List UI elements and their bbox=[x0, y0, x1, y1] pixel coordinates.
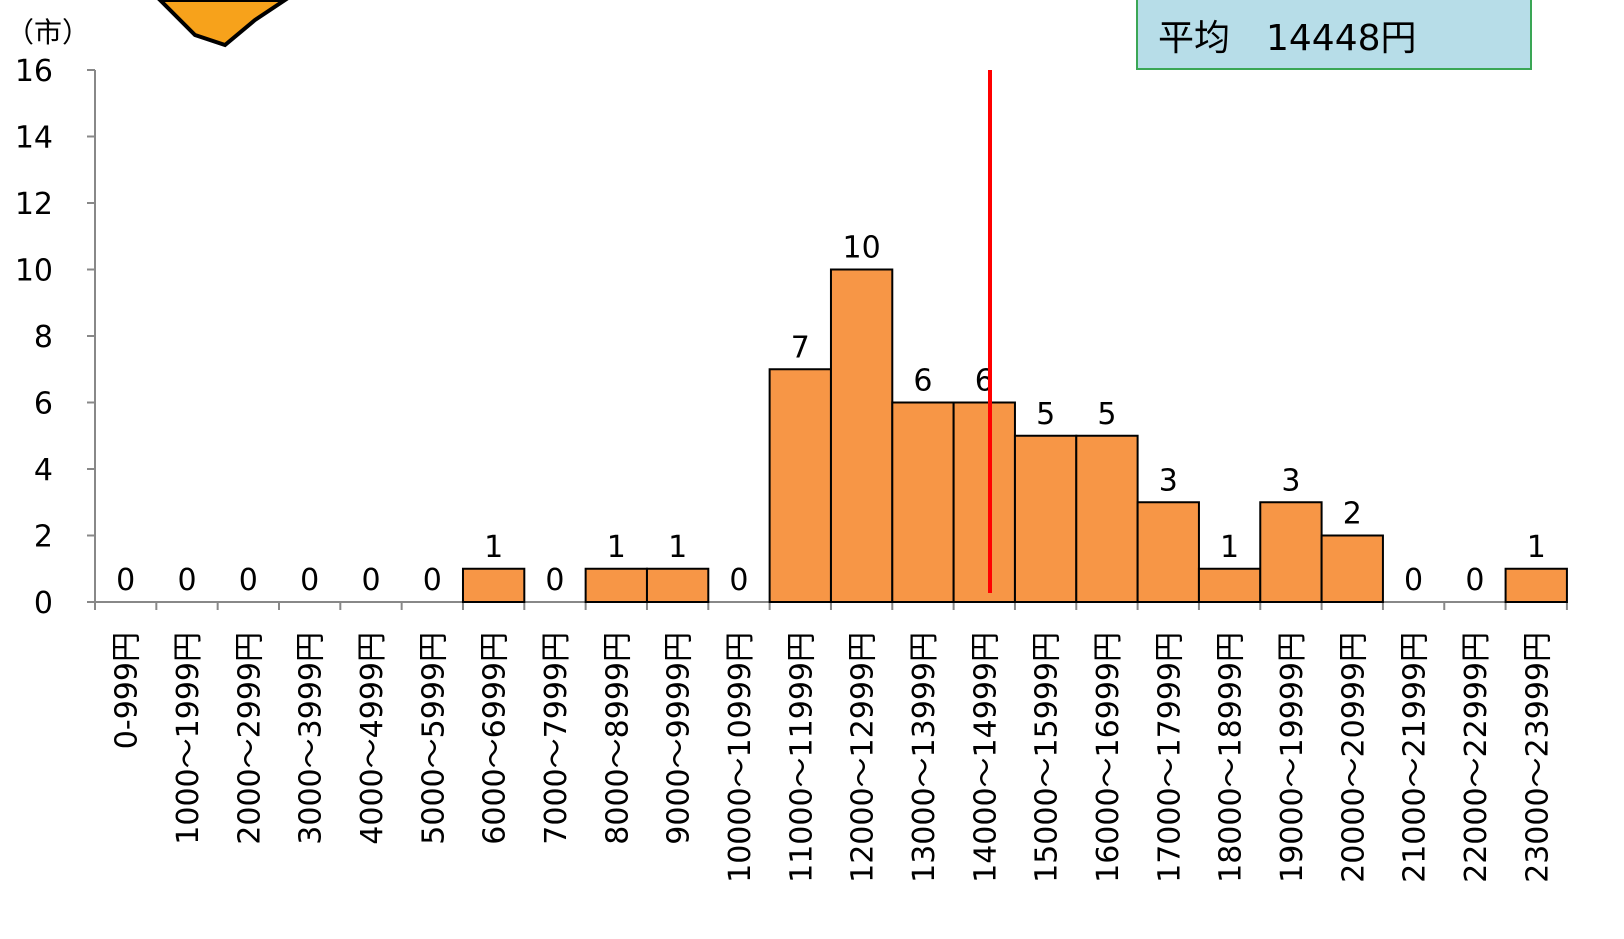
data-label: 0 bbox=[729, 563, 748, 598]
y-tick-label: 14 bbox=[15, 121, 53, 156]
bar bbox=[1013, 434, 1078, 603]
data-label: 0 bbox=[545, 563, 564, 598]
data-label: 0 bbox=[177, 563, 196, 598]
data-label: 0 bbox=[239, 563, 258, 598]
annotation-box bbox=[1136, 0, 1532, 70]
data-label: 5 bbox=[1036, 397, 1055, 432]
bar bbox=[1136, 501, 1200, 603]
data-label: 10 bbox=[843, 231, 881, 266]
x-tick-label: 21000～21999円 bbox=[1398, 632, 1433, 883]
y-tick-label: 0 bbox=[34, 586, 53, 621]
y-tick-label: 6 bbox=[34, 387, 53, 422]
x-tick-label: 6000～6999円 bbox=[478, 632, 513, 845]
x-tick-label: 7000～7999円 bbox=[539, 632, 574, 845]
bar bbox=[584, 567, 648, 603]
x-tick-label: 23000～23999円 bbox=[1520, 632, 1555, 883]
data-label: 1 bbox=[484, 530, 503, 565]
data-label: 0 bbox=[1404, 563, 1423, 598]
data-label: 1 bbox=[1220, 530, 1239, 565]
x-tick-label: 11000～11999円 bbox=[784, 632, 819, 883]
data-label: 0 bbox=[1465, 563, 1484, 598]
x-tick-label: 16000～16999円 bbox=[1091, 632, 1126, 883]
x-tick-label: 14000～14999円 bbox=[968, 632, 1003, 883]
bar bbox=[461, 567, 526, 603]
y-tick-label: 8 bbox=[34, 320, 53, 355]
bar bbox=[645, 567, 710, 603]
bar bbox=[891, 401, 955, 603]
x-tick-label: 22000～22999円 bbox=[1459, 632, 1494, 883]
data-label: 7 bbox=[791, 330, 810, 365]
y-tick-label: 2 bbox=[34, 520, 53, 555]
x-tick-label: 15000～15999円 bbox=[1030, 632, 1065, 883]
x-tick-label: 2000～2999円 bbox=[232, 632, 267, 845]
y-tick-label: 4 bbox=[34, 453, 53, 488]
data-label: 5 bbox=[1097, 397, 1116, 432]
icon bbox=[157, 0, 289, 48]
data-label: 3 bbox=[1159, 463, 1178, 498]
bar bbox=[1075, 434, 1139, 603]
y-unit-label: （市） bbox=[6, 16, 90, 49]
bar bbox=[1504, 567, 1568, 603]
x-tick-label: 4000～4999円 bbox=[355, 632, 390, 845]
data-label: 3 bbox=[1281, 463, 1300, 498]
bar bbox=[829, 268, 894, 603]
data-label: 2 bbox=[1343, 497, 1362, 532]
bar bbox=[952, 401, 1016, 603]
data-label: 1 bbox=[1527, 530, 1546, 565]
x-tick-label: 19000～19999円 bbox=[1275, 632, 1310, 883]
x-tick-label: 18000～18999円 bbox=[1214, 632, 1249, 883]
annotation: 平均 14448円 bbox=[1158, 18, 1417, 59]
y-tick-label: 12 bbox=[15, 187, 53, 222]
x-tick-label: 3000～3999円 bbox=[294, 632, 329, 845]
x-tick-label: 0-999円 bbox=[110, 632, 145, 749]
bar bbox=[1197, 567, 1262, 603]
bar bbox=[1320, 534, 1384, 603]
bar bbox=[768, 368, 832, 603]
data-label: 1 bbox=[668, 530, 687, 565]
data-label: 0 bbox=[116, 563, 135, 598]
x-tick-label: 12000～12999円 bbox=[846, 632, 881, 883]
x-tick-label: 8000～8999円 bbox=[600, 632, 635, 845]
data-label: 0 bbox=[300, 563, 319, 598]
y-tick-label: 16 bbox=[15, 54, 53, 89]
x-tick-label: 17000～17999円 bbox=[1152, 632, 1187, 883]
x-tick-label: 20000～20999円 bbox=[1336, 632, 1371, 883]
data-label: 6 bbox=[913, 364, 932, 399]
data-label: 1 bbox=[607, 530, 626, 565]
x-tick-label: 5000～5999円 bbox=[416, 632, 451, 845]
x-tick-label: 1000～1999円 bbox=[171, 632, 206, 845]
bar bbox=[1259, 501, 1323, 603]
x-tick-label: 10000～10999円 bbox=[723, 632, 758, 883]
x-tick-label: 9000～9999円 bbox=[662, 632, 697, 845]
data-label: 0 bbox=[361, 563, 380, 598]
y-tick-label: 10 bbox=[15, 254, 53, 289]
x-tick-label: 13000～13999円 bbox=[907, 632, 942, 883]
data-label: 0 bbox=[423, 563, 442, 598]
